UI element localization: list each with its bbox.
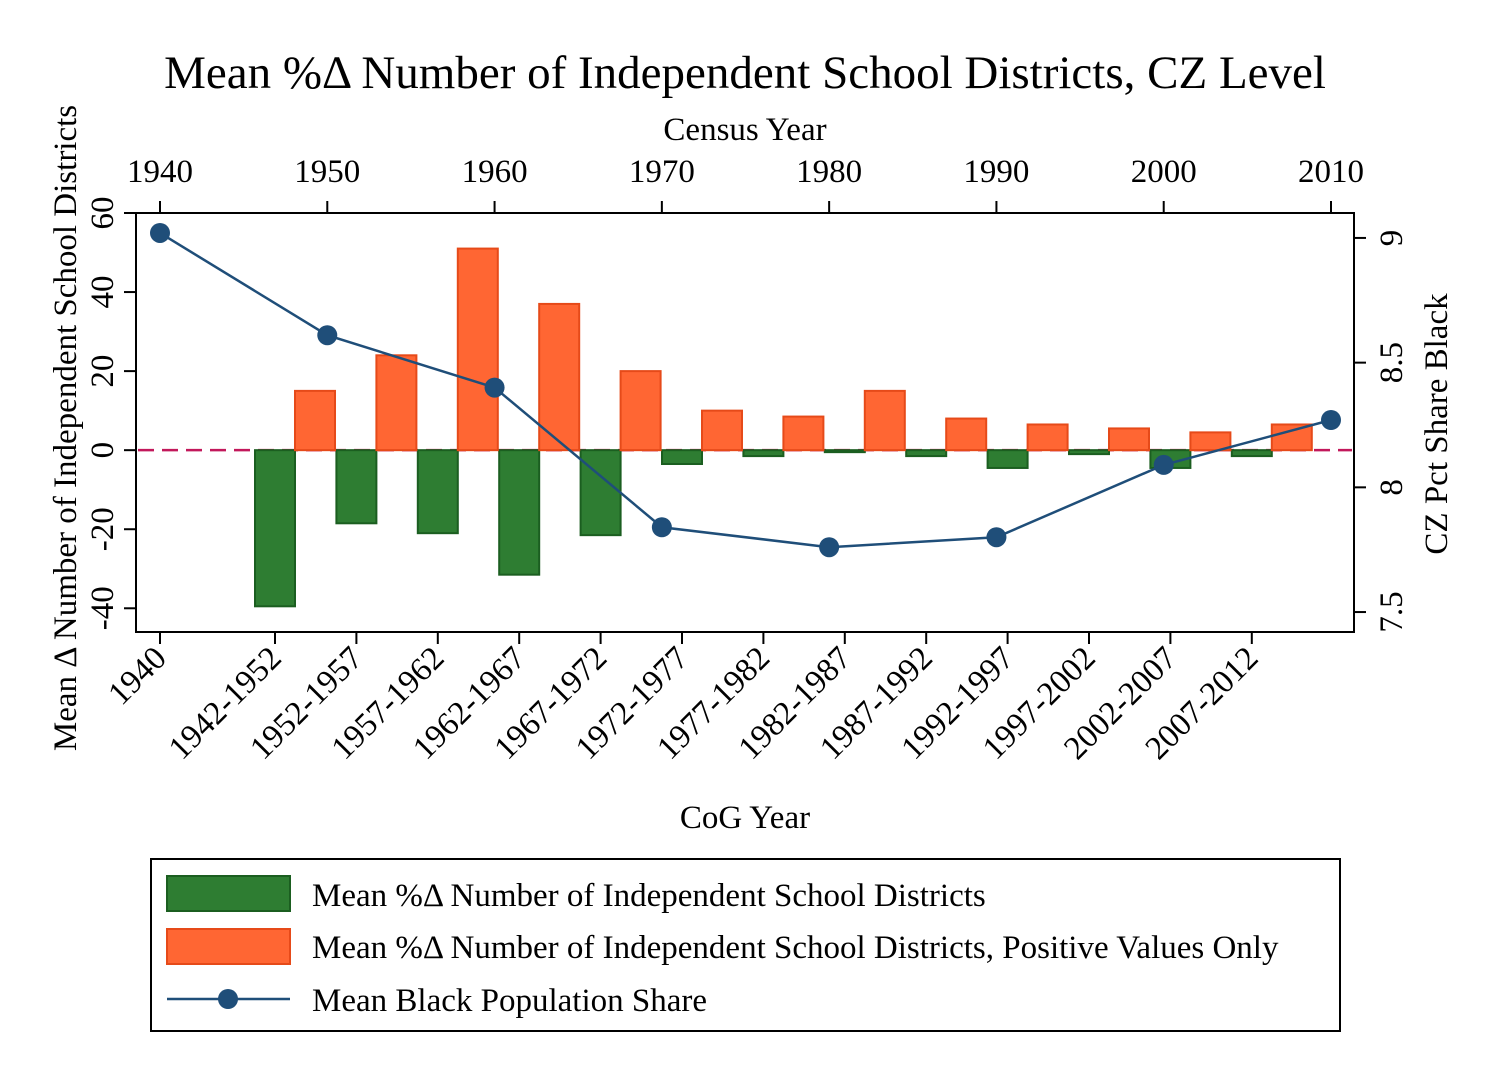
x2-tick-label-5: 1990	[963, 154, 1029, 190]
legend-label-line: Mean Black Population Share	[312, 983, 707, 1019]
bar-green-7	[742, 449, 785, 458]
bar-green-2	[335, 449, 378, 525]
bar-orange-10	[1026, 423, 1069, 452]
legend: Mean %Δ Number of Independent School Dis…	[150, 858, 1341, 1032]
y-tick-label-2: 0	[85, 442, 121, 459]
black-share-point-4	[819, 537, 840, 558]
bar-orange-12	[1189, 431, 1232, 452]
bar-orange-7	[782, 415, 825, 452]
x2-axis-title: Census Year	[663, 112, 826, 148]
x2-tick-label-4: 1980	[796, 154, 862, 190]
bar-orange-6	[701, 409, 743, 452]
bar-orange-5	[619, 370, 662, 452]
bar-green-8	[823, 449, 866, 454]
legend-label-green: Mean %Δ Number of Independent School Dis…	[312, 878, 986, 914]
bar-green-9	[905, 449, 948, 458]
x2-tick-label-6: 2000	[1131, 154, 1197, 190]
black-share-point-0	[150, 222, 170, 243]
left-y-axis: -40 -20 0 20 40 60	[85, 197, 136, 630]
x-axis-title: CoG Year	[680, 800, 810, 836]
black-share-line-layer	[150, 222, 1341, 558]
x2-tick-label-0: 1940	[127, 154, 193, 190]
black-share-point-3	[651, 517, 672, 538]
y-tick-label-0: -40	[85, 586, 121, 630]
y-tick-label-4: 40	[85, 276, 121, 309]
bar-orange-2	[375, 354, 418, 452]
y-tick-label-3: 20	[85, 355, 121, 388]
bars-orange	[294, 247, 1313, 452]
bar-orange-9	[945, 417, 988, 452]
chart-title: Mean %Δ Number of Independent School Dis…	[164, 47, 1326, 99]
bar-green-11	[1068, 449, 1110, 456]
black-share-point-5	[986, 527, 1007, 548]
legend-swatch-marker	[218, 989, 238, 1009]
legend-label-orange: Mean %Δ Number of Independent School Dis…	[312, 930, 1279, 966]
y2-axis-title: CZ Pct Share Black	[1419, 293, 1455, 555]
bar-orange-3	[456, 247, 499, 452]
x2-tick-label-7: 2010	[1298, 154, 1364, 190]
bar-green-6	[661, 449, 703, 466]
plot-area	[135, 212, 1355, 633]
x-tick-label-0: 1940	[102, 640, 174, 712]
legend-swatch-green	[166, 875, 291, 912]
black-share-point-7	[1321, 410, 1341, 431]
y2-tick-label-3: 9	[1374, 230, 1410, 247]
x2-tick-labels: 1940 1950 1960 1970 1980 1990 2000 2010	[127, 154, 1364, 213]
bars-green	[254, 449, 1273, 608]
bar-green-10	[986, 449, 1029, 469]
black-share-point-2	[484, 377, 505, 398]
bar-green-13	[1230, 449, 1273, 458]
y-tick-label-1: -20	[85, 507, 121, 551]
bar-orange-4	[538, 302, 581, 452]
bar-orange-11	[1108, 427, 1150, 452]
right-y-axis: 7.5 8 8.5 9	[1354, 230, 1410, 633]
y2-tick-label-1: 8	[1374, 479, 1410, 496]
bar-green-3	[416, 449, 459, 535]
y-axis-title: Mean Δ Number of Independent School Dist…	[48, 105, 84, 751]
y2-tick-label-0: 7.5	[1374, 591, 1410, 632]
legend-swatch-orange	[166, 928, 291, 965]
bar-orange-1	[294, 389, 336, 452]
legend-frame	[150, 858, 1341, 1032]
y-tick-label-5: 60	[85, 197, 121, 230]
bar-orange-13	[1270, 423, 1313, 452]
x2-tick-label-3: 1970	[629, 154, 695, 190]
plot-frame	[135, 212, 1355, 633]
black-share-point-6	[1153, 454, 1174, 475]
black-share-point-1	[317, 325, 338, 346]
x2-tick-label-1: 1950	[294, 154, 360, 190]
black-share-line	[159, 231, 1332, 549]
x2-tick-label-2: 1960	[462, 154, 528, 190]
bar-orange-8	[863, 389, 906, 452]
x-axis: 19401942-19521952-19571957-19621962-1967…	[102, 632, 1265, 767]
bar-green-4	[498, 449, 541, 576]
bar-green-1	[254, 449, 296, 608]
y2-tick-label-2: 8.5	[1374, 342, 1410, 383]
